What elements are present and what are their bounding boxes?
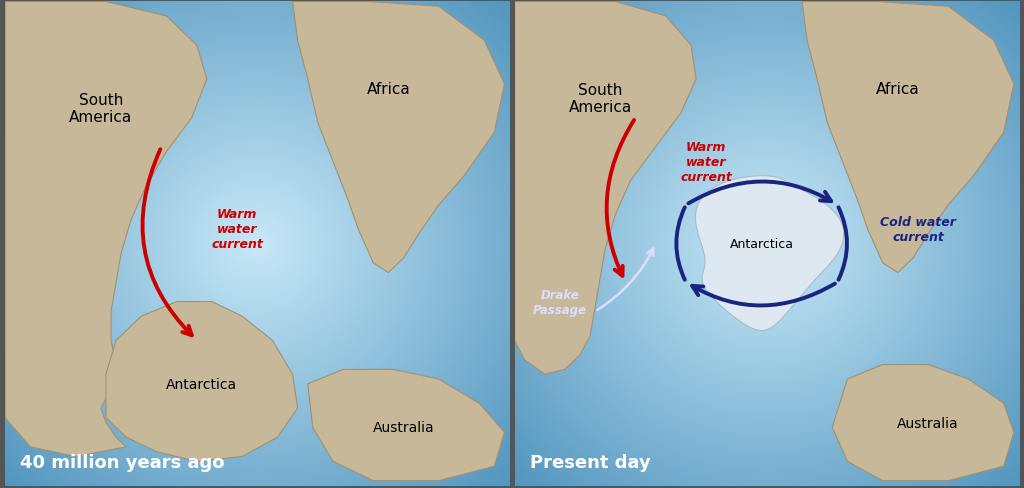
Polygon shape xyxy=(514,2,696,374)
Text: Australia: Australia xyxy=(373,421,434,435)
FancyArrowPatch shape xyxy=(606,121,634,276)
Text: Warm
water
current: Warm water current xyxy=(211,208,263,251)
Text: Antarctica: Antarctica xyxy=(730,238,794,250)
Polygon shape xyxy=(833,365,1014,481)
Polygon shape xyxy=(308,369,505,481)
Text: 40 million years ago: 40 million years ago xyxy=(20,453,224,471)
Polygon shape xyxy=(802,2,1014,273)
Text: South
America: South America xyxy=(568,83,632,115)
Text: Cold water
current: Cold water current xyxy=(880,216,956,244)
Text: Antarctica: Antarctica xyxy=(166,377,238,391)
Polygon shape xyxy=(106,302,298,462)
Text: Present day: Present day xyxy=(529,453,650,471)
FancyArrowPatch shape xyxy=(688,182,831,204)
FancyArrowPatch shape xyxy=(839,208,847,280)
Polygon shape xyxy=(5,2,207,457)
Text: Australia: Australia xyxy=(897,416,958,430)
Text: Africa: Africa xyxy=(876,82,920,97)
Text: Drake
Passage: Drake Passage xyxy=(532,288,587,316)
Text: South
America: South America xyxy=(70,93,132,125)
Polygon shape xyxy=(293,2,505,273)
FancyArrowPatch shape xyxy=(598,249,653,310)
Polygon shape xyxy=(695,176,844,331)
FancyArrowPatch shape xyxy=(142,150,191,336)
FancyArrowPatch shape xyxy=(676,208,685,280)
Text: Warm
water
current: Warm water current xyxy=(680,141,732,183)
Text: Africa: Africa xyxy=(367,82,411,97)
FancyArrowPatch shape xyxy=(692,284,835,306)
